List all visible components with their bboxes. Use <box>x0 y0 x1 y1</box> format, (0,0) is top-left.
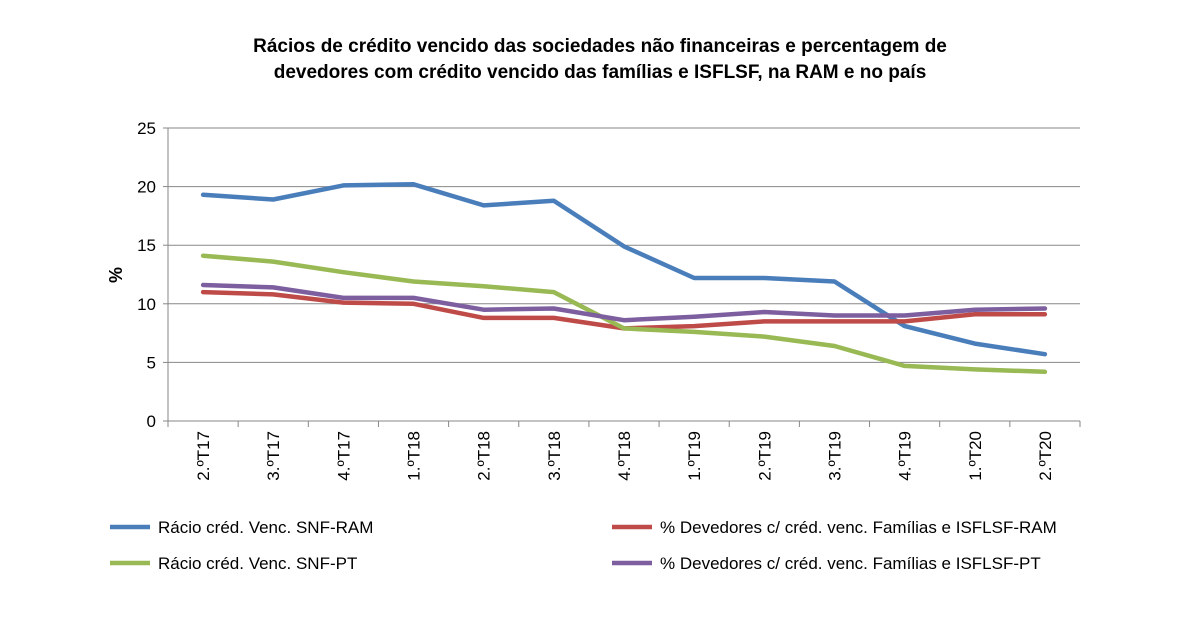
legend-item: Rácio créd. Venc. SNF-PT <box>110 554 357 573</box>
x-tick-label: 4.ºT18 <box>615 431 634 481</box>
y-axis-label: % <box>106 267 126 283</box>
x-tick-label: 1.ºT20 <box>966 431 985 481</box>
y-tick-label: 0 <box>147 412 156 431</box>
legend-item: % Devedores c/ créd. venc. Famílias e IS… <box>612 554 1041 573</box>
x-tick-label: 2.ºT18 <box>475 431 494 481</box>
x-tick-label: 2.ºT20 <box>1036 431 1055 481</box>
x-tick-label: 4.ºT19 <box>896 431 915 481</box>
legend-item: Rácio créd. Venc. SNF-RAM <box>110 518 373 537</box>
x-tick-label: 3.ºT19 <box>825 431 844 481</box>
x-tick-labels: 2.ºT17 3.ºT17 4.ºT17 1.ºT18 2.ºT18 3.ºT18 4.ºT… <box>194 431 1055 481</box>
legend-item: % Devedores c/ créd. venc. Famílias e IS… <box>612 518 1057 537</box>
legend-label: Rácio créd. Venc. SNF-PT <box>158 554 357 573</box>
chart-title-line-2: devedores com crédito vencido das famíli… <box>274 62 927 83</box>
legend-label: % Devedores c/ créd. venc. Famílias e IS… <box>660 554 1041 573</box>
x-tick-label: 2.ºT17 <box>194 431 213 481</box>
legend-label: % Devedores c/ créd. venc. Famílias e IS… <box>660 518 1057 537</box>
chart-title: Rácios de crédito vencido das sociedades… <box>253 36 947 83</box>
x-tick-label: 2.ºT19 <box>755 431 774 481</box>
x-tick-label: 4.ºT17 <box>334 431 353 481</box>
series-line-4 <box>200 282 1048 323</box>
chart-title-line-1: Rácios de crédito vencido das sociedades… <box>253 36 947 57</box>
y-tick-label: 15 <box>137 236 156 255</box>
series-line-1 <box>200 182 1048 357</box>
x-tick-label: 3.ºT18 <box>545 431 564 481</box>
y-tick-label: 25 <box>137 119 156 138</box>
axes <box>163 127 1081 427</box>
y-tick-label: 10 <box>137 295 156 314</box>
x-tick-label: 3.ºT17 <box>264 431 283 481</box>
x-tick-label: 1.ºT18 <box>405 431 424 481</box>
legend-label: Rácio créd. Venc. SNF-RAM <box>158 518 373 537</box>
series-line-3 <box>200 253 1048 375</box>
y-tick-label: 5 <box>147 353 156 372</box>
series-lines <box>200 182 1048 375</box>
y-tick-labels: 0 5 10 15 20 25 <box>137 119 156 431</box>
legend: Rácio créd. Venc. SNF-RAM % Devedores c/ … <box>110 518 1057 573</box>
y-tick-label: 20 <box>137 178 156 197</box>
x-tick-label: 1.ºT19 <box>685 431 704 481</box>
